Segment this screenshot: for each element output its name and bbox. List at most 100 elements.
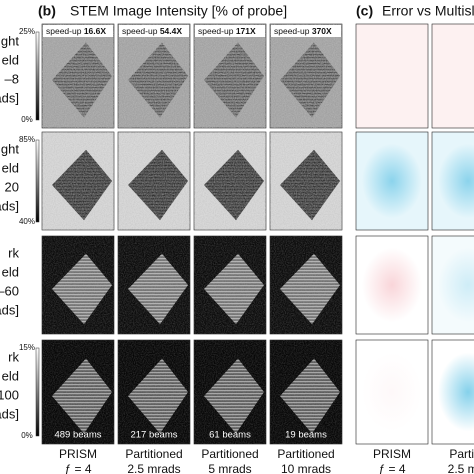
panel-title: STEM Image Intensity [% of probe] bbox=[70, 3, 287, 19]
colorbar-label: 25% bbox=[19, 27, 35, 36]
row-label: eld bbox=[2, 52, 19, 67]
image-tile: speed-up 171X bbox=[193, 23, 267, 129]
image-tile: speed-up 54.4X bbox=[117, 23, 191, 129]
image-tile bbox=[269, 131, 343, 231]
error-region bbox=[362, 143, 422, 219]
row-label: rads] bbox=[0, 198, 19, 213]
colorbar bbox=[35, 347, 40, 437]
row-label: rads] bbox=[0, 90, 19, 105]
noise bbox=[194, 132, 266, 230]
column-label: PRISM bbox=[59, 447, 97, 461]
speedup-value: 16.6X bbox=[84, 26, 107, 36]
error-region bbox=[438, 143, 474, 219]
error-map bbox=[355, 23, 429, 129]
colorbar-label: 85% bbox=[19, 135, 35, 144]
noise bbox=[42, 24, 114, 128]
speedup-box bbox=[43, 25, 113, 37]
row-label: rk bbox=[8, 349, 19, 364]
error-region bbox=[362, 247, 422, 323]
column-label: Partitioned bbox=[201, 447, 258, 461]
panel-label: (b) bbox=[38, 3, 56, 19]
beams-label: 217 beams bbox=[130, 430, 177, 441]
image-tile: 217 beams bbox=[117, 339, 191, 445]
beams-label: 19 beams bbox=[285, 430, 327, 441]
error-region bbox=[362, 352, 422, 432]
colorbar-label: 40% bbox=[19, 217, 35, 226]
colorbar-label: 0% bbox=[21, 115, 33, 124]
colorbar-label: 15% bbox=[19, 343, 35, 352]
row-label: eld bbox=[2, 368, 19, 383]
row-label: rads] bbox=[0, 406, 19, 421]
speedup-prefix: speed-up bbox=[46, 26, 82, 36]
noise bbox=[194, 236, 266, 334]
speedup-prefix: speed-up bbox=[122, 26, 158, 36]
column-label: 2.5 mra bbox=[448, 462, 474, 474]
panel-title: Error vs Multisli bbox=[382, 3, 474, 19]
noise bbox=[118, 340, 190, 444]
speedup-value: 171X bbox=[236, 26, 256, 36]
row-label: 100 bbox=[0, 387, 19, 402]
colorbar-label: 0% bbox=[21, 431, 33, 440]
colorbar bbox=[35, 31, 40, 121]
row-label: eld bbox=[2, 160, 19, 175]
column-label: Partitioned bbox=[125, 447, 182, 461]
speedup-label: speed-up 16.6X bbox=[46, 26, 106, 36]
noise bbox=[42, 132, 114, 230]
beams-label: 61 beams bbox=[209, 430, 251, 441]
noise bbox=[270, 132, 342, 230]
speedup-label: speed-up 370X bbox=[274, 26, 332, 36]
column-label: 10 mrads bbox=[281, 462, 331, 474]
noise bbox=[270, 236, 342, 334]
column-label: ƒ = 4 bbox=[64, 462, 91, 474]
image-tile: speed-up 16.6X bbox=[41, 23, 115, 129]
colorbar bbox=[35, 139, 40, 223]
column-label: Partitioned bbox=[277, 447, 334, 461]
row-label: rads] bbox=[0, 302, 19, 317]
image-tile bbox=[193, 131, 267, 231]
speedup-box bbox=[119, 25, 189, 37]
noise bbox=[194, 24, 266, 128]
image-tile bbox=[193, 235, 267, 335]
image-tile: speed-up 370X bbox=[269, 23, 343, 129]
noise bbox=[42, 236, 114, 334]
noise bbox=[42, 340, 114, 444]
column-label: 5 mrads bbox=[208, 462, 251, 474]
image-tile bbox=[269, 235, 343, 335]
column-label: Partitio bbox=[449, 447, 474, 461]
image-tile bbox=[41, 235, 115, 335]
row-label: –60 bbox=[0, 283, 19, 298]
row-label: –8 bbox=[5, 71, 19, 86]
speedup-prefix: speed-up bbox=[198, 26, 234, 36]
row-label: ght bbox=[1, 141, 19, 156]
speedup-label: speed-up 54.4X bbox=[122, 26, 182, 36]
image-tile bbox=[41, 131, 115, 231]
image-tile: 61 beams bbox=[193, 339, 267, 445]
row-label: eld bbox=[2, 264, 19, 279]
image-tile: 489 beams bbox=[41, 339, 115, 445]
error-region bbox=[438, 352, 474, 432]
beams-label: 489 beams bbox=[54, 430, 101, 441]
row-label: rk bbox=[8, 245, 19, 260]
speedup-box bbox=[195, 25, 265, 37]
noise bbox=[270, 24, 342, 128]
speedup-prefix: speed-up bbox=[274, 26, 310, 36]
column-label: PRISM bbox=[373, 447, 411, 461]
noise bbox=[194, 340, 266, 444]
image-tile bbox=[117, 235, 191, 335]
column-label: ƒ = 4 bbox=[378, 462, 405, 474]
speedup-label: speed-up 171X bbox=[198, 26, 256, 36]
speedup-box bbox=[271, 25, 341, 37]
error-region bbox=[438, 247, 474, 323]
noise bbox=[118, 132, 190, 230]
image-tile: 19 beams bbox=[269, 339, 343, 445]
column-label: 2.5 mrads bbox=[127, 462, 180, 474]
noise bbox=[118, 24, 190, 128]
noise bbox=[270, 340, 342, 444]
error-map bbox=[431, 23, 474, 129]
image-tile bbox=[117, 131, 191, 231]
noise bbox=[118, 236, 190, 334]
row-label: ght bbox=[1, 33, 19, 48]
panel-label: (c) bbox=[356, 3, 373, 19]
row-label: 20 bbox=[5, 179, 19, 194]
